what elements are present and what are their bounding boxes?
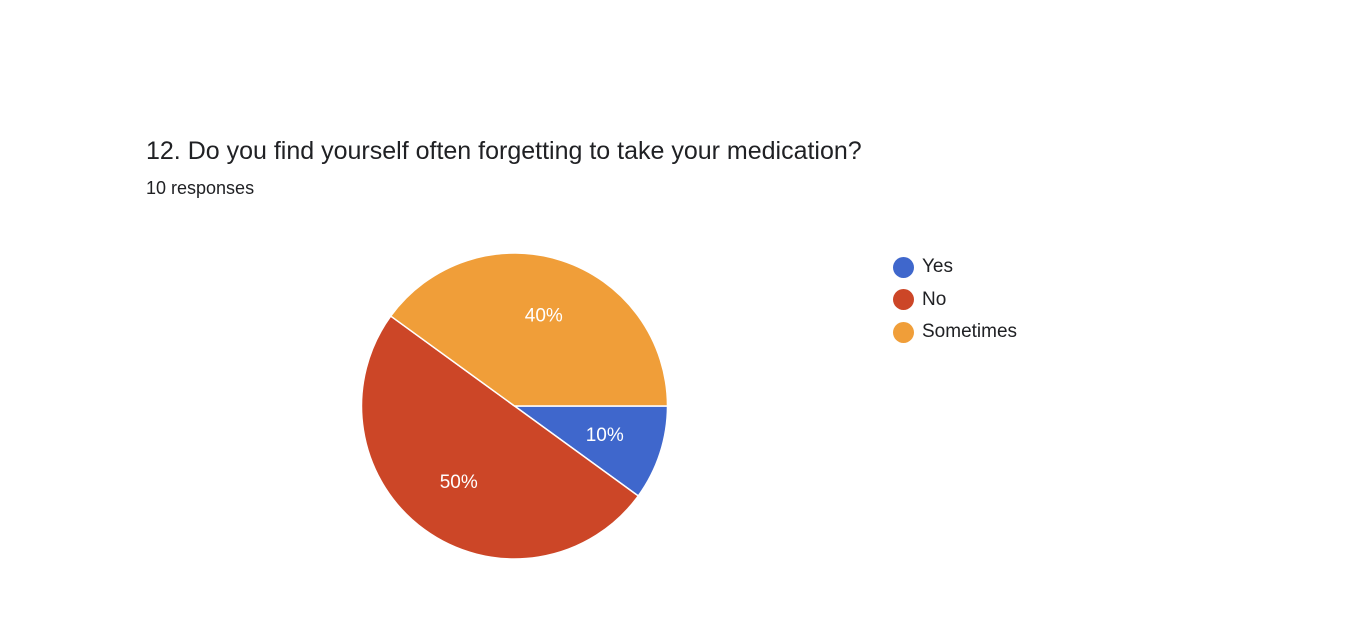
pie-labels: 10% 50% 40% [440, 305, 624, 493]
legend-item-yes[interactable]: Yes [893, 251, 1017, 284]
question-title: 12. Do you find yourself often forgettin… [146, 137, 862, 165]
pie-label-no: 50% [440, 472, 478, 493]
legend-swatch-yes [893, 256, 914, 278]
pie-slice-yes[interactable] [513, 405, 669, 497]
legend-item-no[interactable]: No [893, 284, 1017, 317]
pie-slice-sometimes[interactable] [389, 252, 669, 407]
legend-label-sometimes: Sometimes [922, 321, 1018, 343]
legend-label-yes: Yes [922, 256, 953, 278]
legend-label-no: No [922, 288, 947, 310]
pie-slices [360, 252, 669, 560]
legend-item-sometimes[interactable]: Sometimes [893, 316, 1017, 349]
legend-swatch-no [893, 289, 914, 311]
pie-label-yes: 10% [586, 425, 624, 446]
legend-swatch-sometimes [893, 321, 914, 343]
pie-label-sometimes: 40% [525, 305, 563, 326]
pie-slice-no[interactable] [360, 315, 640, 560]
response-count: 10 responses [146, 178, 255, 198]
chart-legend: Yes No Sometimes [893, 251, 1017, 349]
